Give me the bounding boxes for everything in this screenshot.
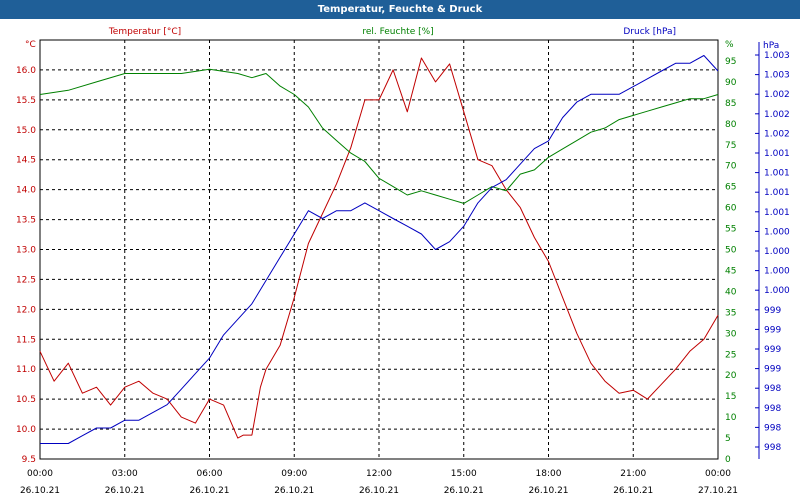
humidity-tick-label: 90 (725, 78, 737, 88)
temperature-tick-label: 10.5 (16, 395, 36, 405)
pressure-axis-title: Druck [hPa] (623, 27, 676, 37)
temperature-axis-title: Temperatur [°C] (108, 27, 181, 37)
pressure-tick-label: 1.000 (764, 267, 790, 277)
pressure-tick-label: 1.001 (764, 149, 790, 159)
time-tick-label: 09:00 (281, 469, 307, 479)
pressure-tick-label: 998 (764, 423, 781, 433)
temperature-tick-label: 13.0 (16, 246, 36, 256)
chart-title: Temperatur, Feuchte & Druck (0, 0, 800, 19)
date-tick-label: 26.10.21 (613, 486, 653, 496)
humidity-axis: 0 5 10 15 20 25 30 35 40 45 50 55 60 65 70 75 80 85 90 95 (725, 57, 737, 465)
time-tick-label: 12:00 (366, 469, 392, 479)
humidity-tick-label: 10 (725, 413, 737, 423)
time-tick-label: 00:00 (27, 469, 53, 479)
time-tick-label: 18:00 (536, 469, 562, 479)
pressure-tick-label: 999 (764, 306, 781, 316)
date-tick-label: 27.10.21 (698, 486, 738, 496)
humidity-tick-label: 5 (725, 434, 731, 444)
humidity-tick-label: 95 (725, 57, 736, 67)
date-tick-label: 26.10.21 (359, 486, 399, 496)
time-axis: 00:00 26.10.21 03:00 26.10.21 06:00 26.10.21 0… (20, 469, 738, 496)
time-tick-label: 21:00 (620, 469, 646, 479)
temperature-axis: 9.5 10.0 10.5 11.0 11.5 12.0 12.5 13.0 13.5 14.0 1… (16, 66, 36, 465)
temperature-tick-label: 12.5 (16, 275, 36, 285)
humidity-tick-label: 25 (725, 350, 736, 360)
humidity-tick-label: 70 (725, 162, 737, 172)
pressure-tick-label: 1.000 (764, 227, 790, 237)
pressure-tick-label: 1.002 (764, 90, 790, 100)
pressure-tick-label: 1.000 (764, 247, 790, 257)
pressure-tick-label: 998 (764, 443, 781, 453)
pressure-tick-label: 1.001 (764, 169, 790, 179)
humidity-tick-label: 50 (725, 246, 737, 256)
date-tick-label: 26.10.21 (528, 486, 568, 496)
pressure-tick-label: 1.003 (764, 71, 790, 81)
pressure-tick-label: 1.003 (764, 51, 790, 61)
humidity-tick-label: 30 (725, 329, 737, 339)
time-tick-label: 03:00 (112, 469, 138, 479)
pressure-tick-label: 998 (764, 384, 781, 394)
pressure-unit-label: hPa (763, 41, 779, 51)
humidity-tick-label: 85 (725, 99, 736, 109)
pressure-tick-label: 1.002 (764, 129, 790, 139)
temperature-tick-label: 10.0 (16, 425, 36, 435)
humidity-axis-title: rel. Feuchte [%] (362, 27, 433, 37)
humidity-series-line (39, 68, 719, 204)
temperature-tick-label: 14.5 (16, 156, 36, 166)
temperature-series-line (39, 57, 719, 439)
pressure-axis: 998 998 998 998 999 999 999 999 1.000 1.000 1.000 1… (755, 51, 790, 453)
temperature-tick-label: 15.0 (16, 126, 36, 136)
pressure-tick-label: 999 (764, 345, 781, 355)
time-tick-label: 06:00 (197, 469, 223, 479)
date-tick-label: 26.10.21 (20, 486, 60, 496)
date-tick-label: 26.10.21 (444, 486, 484, 496)
temperature-tick-label: 16.0 (16, 66, 36, 76)
temperature-tick-label: 11.0 (16, 365, 36, 375)
pressure-tick-label: 1.001 (764, 208, 790, 218)
pressure-tick-label: 1.001 (764, 188, 790, 198)
pressure-tick-label: 999 (764, 325, 781, 335)
humidity-tick-label: 60 (725, 204, 737, 214)
temperature-tick-label: 13.5 (16, 216, 36, 226)
pressure-series-line (40, 55, 719, 444)
date-tick-label: 26.10.21 (189, 486, 229, 496)
humidity-unit-label: % (725, 40, 734, 50)
temperature-tick-label: 15.5 (16, 96, 36, 106)
time-tick-label: 00:00 (705, 469, 731, 479)
humidity-tick-label: 20 (725, 371, 737, 381)
pressure-tick-label: 1.002 (764, 110, 790, 120)
temperature-unit-label: °C (25, 40, 36, 50)
humidity-tick-label: 0 (725, 455, 731, 465)
temperature-tick-label: 14.0 (16, 186, 36, 196)
pressure-tick-label: 998 (764, 404, 781, 414)
temperature-tick-label: 9.5 (22, 455, 36, 465)
date-tick-label: 26.10.21 (274, 486, 314, 496)
humidity-tick-label: 45 (725, 266, 736, 276)
temperature-tick-label: 11.5 (16, 335, 36, 345)
temperature-tick-label: 12.0 (16, 305, 36, 315)
humidity-tick-label: 80 (725, 120, 737, 130)
date-tick-label: 26.10.21 (105, 486, 145, 496)
humidity-tick-label: 35 (725, 308, 736, 318)
humidity-tick-label: 65 (725, 183, 736, 193)
humidity-tick-label: 15 (725, 392, 736, 402)
series-lines (39, 55, 719, 444)
pressure-tick-label: 999 (764, 365, 781, 375)
humidity-tick-label: 40 (725, 287, 737, 297)
pressure-tick-label: 1.000 (764, 286, 790, 296)
time-tick-label: 15:00 (451, 469, 477, 479)
humidity-tick-label: 55 (725, 225, 736, 235)
humidity-tick-label: 75 (725, 141, 736, 151)
